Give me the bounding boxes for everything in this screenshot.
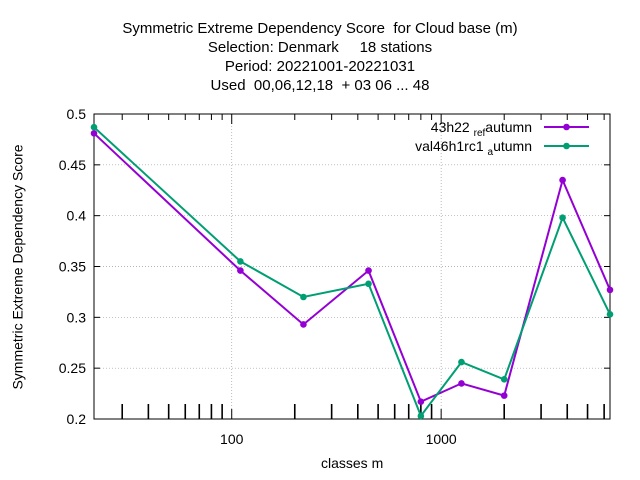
data-point <box>559 176 566 184</box>
data-point <box>365 280 372 288</box>
x-tick-label: 1000 <box>426 431 457 447</box>
legend-marker-1 <box>563 123 570 131</box>
y-axis-label: Symmetric Extreme Dependency Score <box>9 143 26 390</box>
x-tick-label: 100 <box>220 431 244 447</box>
data-point <box>237 258 244 265</box>
data-point <box>559 214 566 221</box>
data-point <box>365 267 372 274</box>
plot-frame <box>93 113 611 420</box>
data-point <box>500 376 508 383</box>
data-point <box>458 358 465 366</box>
legend-label-2: val46h1rc1 autumn <box>415 138 532 158</box>
title-line-1: Symmetric Extreme Dependency Score for C… <box>122 20 518 37</box>
y-tick-label: 0.3 <box>67 309 87 325</box>
legend-label-1: 43h22 refautumn <box>431 119 532 139</box>
y-tick-label: 0.35 <box>59 259 86 275</box>
y-tick-label: 0.5 <box>67 106 87 122</box>
title-line-4: Used 00,06,12,18 + 03 06 ... 48 <box>210 77 430 94</box>
y-tick-label: 0.4 <box>67 208 87 224</box>
data-point <box>300 321 307 328</box>
series-line-2 <box>93 126 611 418</box>
series-line-1 <box>93 132 611 404</box>
data-point <box>90 130 98 137</box>
data-point <box>606 286 614 294</box>
data-point <box>237 267 244 274</box>
y-tick-label: 0.2 <box>67 411 87 427</box>
data-point <box>90 123 98 131</box>
legend-marker-2 <box>563 142 570 150</box>
x-axis-label: classes m <box>321 455 384 471</box>
data-point <box>606 310 614 318</box>
data-point <box>300 293 307 301</box>
y-tick-label: 0.45 <box>59 157 86 173</box>
data-point <box>500 392 508 399</box>
title-line-3: Period: 20221001-20221031 <box>224 58 416 75</box>
data-point <box>458 380 465 387</box>
data-point <box>417 398 425 406</box>
title-line-2: Selection: Denmark 18 stations <box>207 39 433 56</box>
y-tick-label: 0.25 <box>59 360 86 376</box>
data-point <box>417 412 425 420</box>
